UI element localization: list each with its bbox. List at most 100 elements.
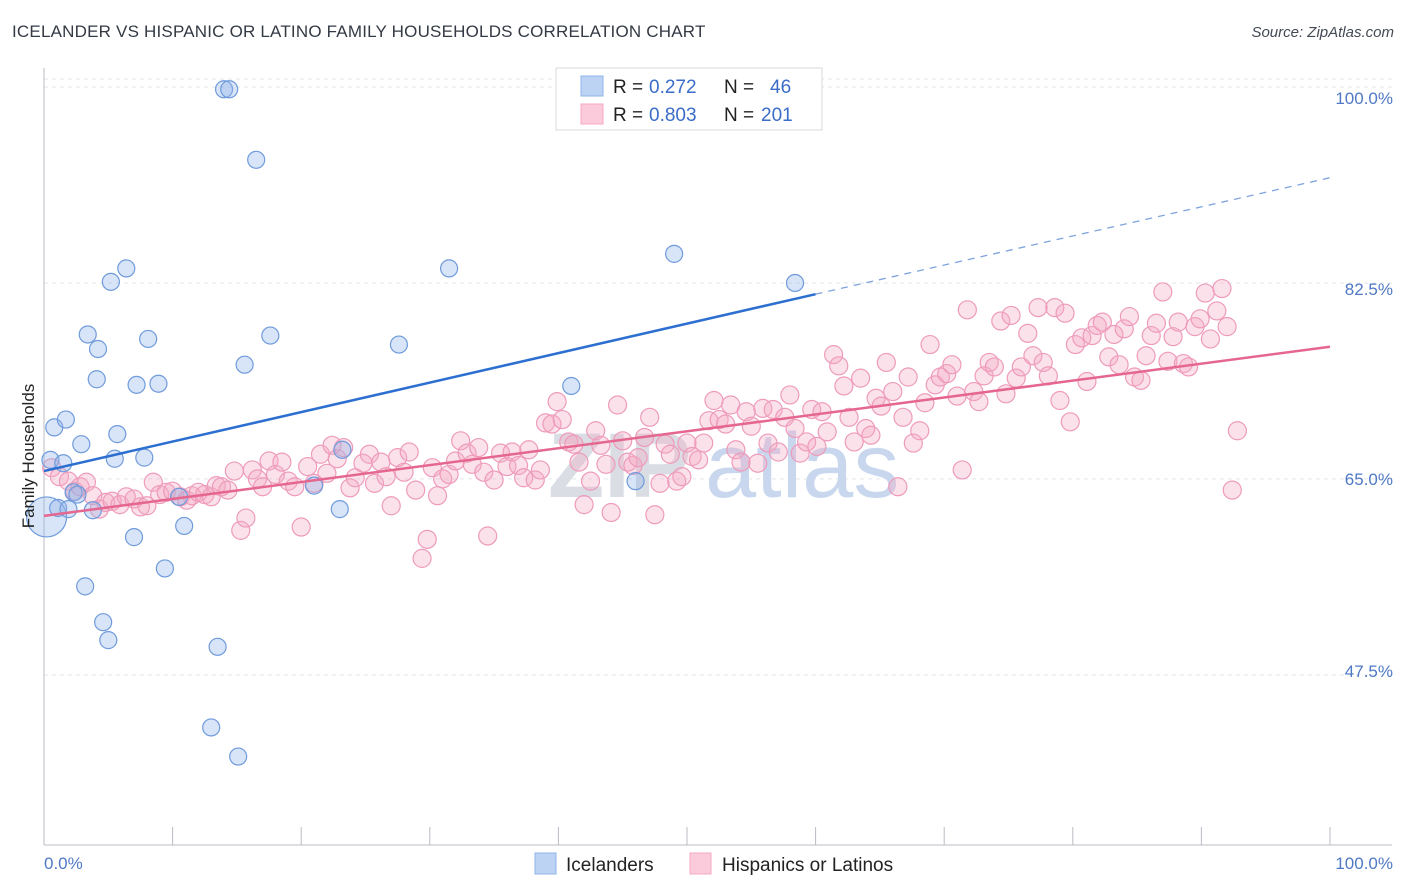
hispanic-point (883, 381, 903, 402)
hispanic-point (457, 443, 477, 463)
icelander-point (124, 528, 144, 547)
hispanic-point (1060, 412, 1080, 432)
icelander-trend-line (43, 292, 816, 473)
icelander-point (247, 150, 266, 169)
hispanic-point (236, 508, 256, 528)
hispanic-point (1092, 312, 1112, 332)
hispanic-point (1104, 324, 1124, 345)
hispanic-point (552, 409, 572, 430)
hispanic-point (903, 433, 923, 453)
hispanic-point (519, 440, 539, 460)
hispanic-point (753, 398, 773, 418)
hispanic-point (1146, 313, 1166, 333)
icelander-point (101, 272, 120, 291)
bottom-legend-label-hispanics: Hispanics or Latinos (722, 855, 893, 876)
icelander-point (665, 244, 684, 263)
hispanic-point (650, 473, 670, 493)
hispanic-point (1087, 315, 1107, 336)
x-tick-label-max: 100.0% (1335, 854, 1393, 873)
hispanic-point (547, 392, 567, 412)
icelander-point (261, 326, 280, 345)
hispanic-point (484, 470, 504, 490)
hispanic-point (285, 477, 305, 497)
hispanic-point (768, 442, 788, 462)
icelander-points (25, 80, 805, 766)
grid-lines (44, 78, 1392, 676)
bottom-legend: Icelanders Hispanics or Latinos (534, 852, 893, 876)
hispanic-point (731, 452, 751, 472)
hispanic-point (469, 437, 489, 458)
legend-swatch-blue (580, 75, 604, 97)
hispanic-point (1158, 351, 1178, 371)
hispanic-point (920, 334, 940, 355)
hispanic-point (1023, 346, 1043, 366)
hispanic-point (915, 393, 935, 413)
icelander-point (117, 259, 136, 278)
icelander-point (78, 325, 97, 344)
hispanic-point (748, 453, 768, 473)
y-axis-label: Family Households (19, 384, 38, 529)
y-tick-label: 65.0% (1345, 470, 1393, 489)
watermark-atlas: atlas (705, 415, 899, 517)
legend-r-label: R = (613, 77, 643, 98)
hispanic-point (910, 421, 930, 441)
hispanic-point (340, 478, 360, 498)
hispanic-point (984, 357, 1004, 377)
hispanic-point (1168, 312, 1188, 332)
legend-swatch-pink (580, 103, 604, 125)
hispanic-point (839, 407, 859, 427)
icelander-trend-extension (815, 177, 1331, 295)
hispanic-point (1163, 327, 1183, 347)
hispanic-point (417, 529, 437, 549)
hispanic-point (224, 461, 244, 481)
hispanic-point (474, 462, 494, 482)
hispanic-point (829, 356, 849, 376)
icelander-point (235, 355, 254, 374)
icelander-point (139, 329, 158, 349)
hispanic-point (364, 473, 385, 493)
source-label: Source: ZipAtlas.com (1251, 24, 1394, 41)
trend-lines (43, 177, 1331, 518)
hispanic-point (763, 399, 783, 420)
hispanic-point (412, 548, 432, 568)
hispanic-point (628, 448, 648, 468)
hispanic-point (1077, 371, 1097, 392)
hispanic-point (1212, 278, 1232, 299)
hispanic-point (715, 414, 736, 434)
icelander-point (88, 339, 108, 359)
hispanic-point (1222, 480, 1242, 500)
icelander-point (175, 516, 194, 536)
hispanic-point (327, 449, 347, 469)
hispanic-point (1190, 309, 1210, 329)
icelander-point (72, 435, 91, 454)
hispanic-points (42, 278, 1248, 568)
bottom-legend-swatch-pink (689, 852, 712, 875)
hispanic-point (399, 442, 419, 462)
bottom-legend-swatch-blue (534, 852, 557, 875)
hispanic-point (569, 452, 589, 472)
hispanic-point (1173, 353, 1193, 374)
legend-n-label: N = (724, 105, 754, 126)
icelander-point (330, 500, 349, 519)
hispanic-point (694, 433, 714, 453)
hispanic-point (1195, 283, 1215, 303)
hispanic-point (824, 345, 844, 365)
hispanic-point (851, 368, 871, 388)
hispanic-point (580, 471, 601, 491)
legend-r-blue: 0.272 (649, 77, 697, 98)
x-tick-marks (43, 827, 1331, 845)
hispanic-point (242, 460, 262, 480)
hispanic-point (942, 355, 962, 375)
icelander-point (59, 500, 78, 519)
hispanic-point (1045, 297, 1065, 318)
icelander-point (333, 440, 352, 459)
hispanic-point (785, 418, 805, 439)
hispanic-point (1136, 346, 1156, 366)
hispanic-point (1141, 325, 1161, 346)
hispanic-point (937, 364, 957, 384)
axes (43, 68, 1392, 846)
hispanic-point (645, 505, 665, 525)
hispanic-point (969, 392, 989, 412)
hispanic-point (1018, 323, 1038, 343)
